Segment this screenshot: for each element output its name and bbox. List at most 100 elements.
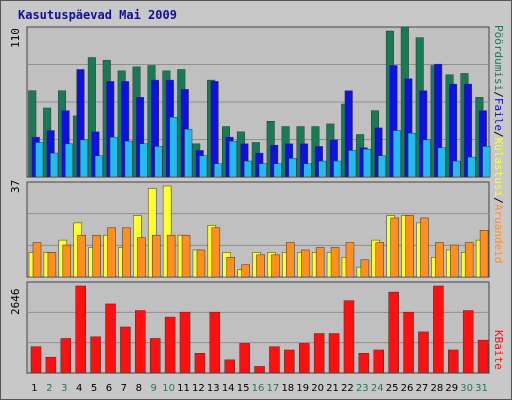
bar <box>392 130 401 178</box>
x-tick-label: 11 <box>177 383 190 394</box>
bar <box>105 303 116 374</box>
x-tick-label: 22 <box>341 383 354 394</box>
bar <box>448 349 459 374</box>
bar <box>30 346 42 374</box>
bar <box>373 349 385 374</box>
bar <box>196 249 206 278</box>
bar <box>286 242 295 278</box>
x-tick-label: 12 <box>192 383 205 394</box>
bar <box>184 128 193 178</box>
y-tick-bottom: 2646 <box>9 289 22 316</box>
bar <box>120 326 131 374</box>
bar <box>330 247 340 278</box>
bar <box>79 139 88 178</box>
bar <box>358 353 370 374</box>
x-tick-label: 20 <box>311 383 324 394</box>
chart-title: Kasutuspäevad Mai 2009 <box>18 8 177 22</box>
bar <box>288 158 297 178</box>
bar <box>405 215 414 278</box>
x-tick-label: 8 <box>136 383 142 394</box>
bar <box>164 316 176 374</box>
x-tick-label: 31 <box>475 383 488 394</box>
bar <box>137 237 146 278</box>
bar <box>284 349 295 374</box>
x-tick-label: 21 <box>326 383 339 394</box>
bar <box>214 163 223 178</box>
x-tick-label: 10 <box>162 383 175 394</box>
bar <box>303 163 312 178</box>
x-tick-label: 7 <box>121 383 127 394</box>
bar <box>60 338 72 374</box>
y-tick-top: 110 <box>9 28 22 48</box>
bar <box>422 139 431 178</box>
x-tick-label: 19 <box>296 383 309 394</box>
x-tick-label: 27 <box>416 383 429 394</box>
top-panel-bars <box>28 26 491 178</box>
bar <box>166 234 176 278</box>
legend-entry: / <box>492 197 505 204</box>
x-tick-label: 18 <box>281 383 294 394</box>
bar <box>90 336 101 374</box>
x-tick-label: 4 <box>76 383 82 394</box>
bar <box>258 163 267 178</box>
bar <box>420 217 429 278</box>
bar <box>47 252 57 278</box>
bar <box>433 285 444 374</box>
bar <box>313 333 325 374</box>
legend-entry: / <box>492 131 505 138</box>
bar <box>124 140 133 178</box>
legend-bottom: KBaite <box>492 330 505 370</box>
x-tick-label: 15 <box>237 383 250 394</box>
bar <box>435 242 444 278</box>
bar <box>254 366 265 374</box>
legend-entry: Külastusi <box>492 138 505 198</box>
bar <box>211 227 221 278</box>
x-axis-labels: 1 2 3 4 5 6 7 8 9 10 11 12 13 14 15 16 17 18 19 20 21 22 23 24 2… <box>31 383 488 394</box>
x-tick-label: 28 <box>430 383 443 394</box>
x-tick-label: 13 <box>207 383 220 394</box>
bar <box>450 244 459 278</box>
bar <box>407 132 416 178</box>
bar <box>343 300 355 374</box>
bar <box>348 150 357 178</box>
bar <box>464 242 474 278</box>
bar <box>199 155 208 178</box>
bar <box>32 242 42 278</box>
bar <box>179 311 191 374</box>
y-tick-labels: 110 37 2646 <box>9 28 22 315</box>
bar <box>328 333 340 374</box>
bar <box>333 160 342 178</box>
bar <box>209 311 221 374</box>
bar <box>301 249 310 278</box>
bar <box>363 148 372 178</box>
bar <box>35 142 44 178</box>
bar <box>299 343 310 374</box>
x-tick-label: 25 <box>386 383 399 394</box>
legend-entry: / <box>492 91 505 98</box>
x-tick-label: 14 <box>222 383 235 394</box>
x-tick-label: 23 <box>356 383 369 394</box>
bar <box>479 230 489 278</box>
bar <box>154 146 163 178</box>
x-tick-label: 26 <box>401 383 414 394</box>
bar <box>345 242 355 278</box>
bar <box>50 152 59 178</box>
bar <box>77 234 86 278</box>
legend-entry: Faile <box>492 98 505 131</box>
bar <box>271 254 280 278</box>
bar <box>452 160 461 178</box>
legend-entry: KBaite <box>492 330 505 370</box>
bar <box>122 227 131 278</box>
bar <box>75 285 86 374</box>
bar <box>477 339 489 374</box>
bar <box>62 244 72 278</box>
bar <box>139 143 148 178</box>
bar <box>315 247 325 278</box>
bar <box>239 343 250 374</box>
x-tick-label: 1 <box>31 383 37 394</box>
bar <box>109 136 118 178</box>
bar <box>388 291 399 374</box>
bar <box>437 147 446 178</box>
bottom-panel-bars <box>30 285 489 374</box>
x-tick-label: 16 <box>252 383 265 394</box>
